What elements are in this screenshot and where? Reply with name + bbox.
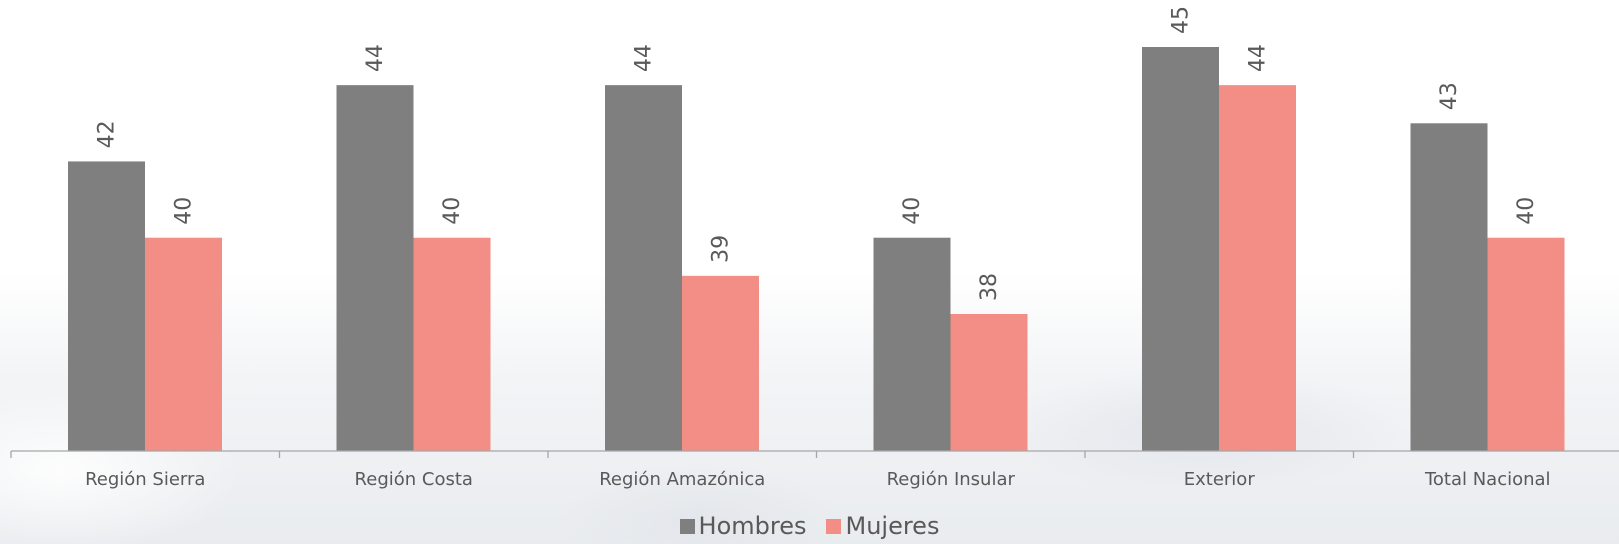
category-label-5: Exterior [1184,469,1256,490]
category-label-2: Región Costa [355,469,473,490]
bar-hombres-1 [68,161,145,451]
bar-hombres-6 [1410,123,1488,452]
data-label-hombres-2: 44 [363,44,388,72]
bar-mujeres-1 [145,237,222,451]
data-label-mujeres-6: 40 [1514,197,1539,225]
data-label-hombres-3: 44 [632,44,657,72]
bar-mujeres-4 [950,314,1028,451]
legend: Hombres Mujeres [0,512,1619,540]
bar-mujeres-6 [1487,237,1565,451]
bar-mujeres-5 [1219,85,1296,452]
legend-item-mujeres: Mujeres [826,512,939,540]
bar-hombres-5 [1142,47,1219,451]
category-label-3: Región Amazónica [599,469,765,490]
category-label-6: Total Nacional [1424,469,1551,490]
bar-mujeres-3 [682,275,759,451]
data-label-mujeres-1: 40 [172,197,197,225]
bar-hombres-3 [605,85,682,452]
data-label-mujeres-5: 44 [1246,44,1271,72]
bar-mujeres-2 [413,237,491,451]
data-label-hombres-5: 45 [1169,6,1194,34]
category-label-1: Región Sierra [85,469,205,490]
data-label-hombres-6: 43 [1437,82,1462,110]
bar-hombres-4 [873,237,951,451]
legend-label-mujeres: Mujeres [845,512,940,540]
legend-swatch-mujeres [826,518,842,534]
data-label-hombres-4: 40 [900,197,925,225]
bar-hombres-2 [336,85,414,452]
legend-item-hombres: Hombres [679,512,807,540]
legend-label-hombres: Hombres [698,512,807,540]
data-label-mujeres-2: 40 [440,197,465,225]
legend-swatch-hombres [679,518,695,534]
category-label-4: Región Insular [887,469,1016,490]
data-label-mujeres-3: 39 [709,235,734,263]
data-label-mujeres-4: 38 [977,273,1002,301]
data-label-hombres-1: 42 [95,120,120,148]
